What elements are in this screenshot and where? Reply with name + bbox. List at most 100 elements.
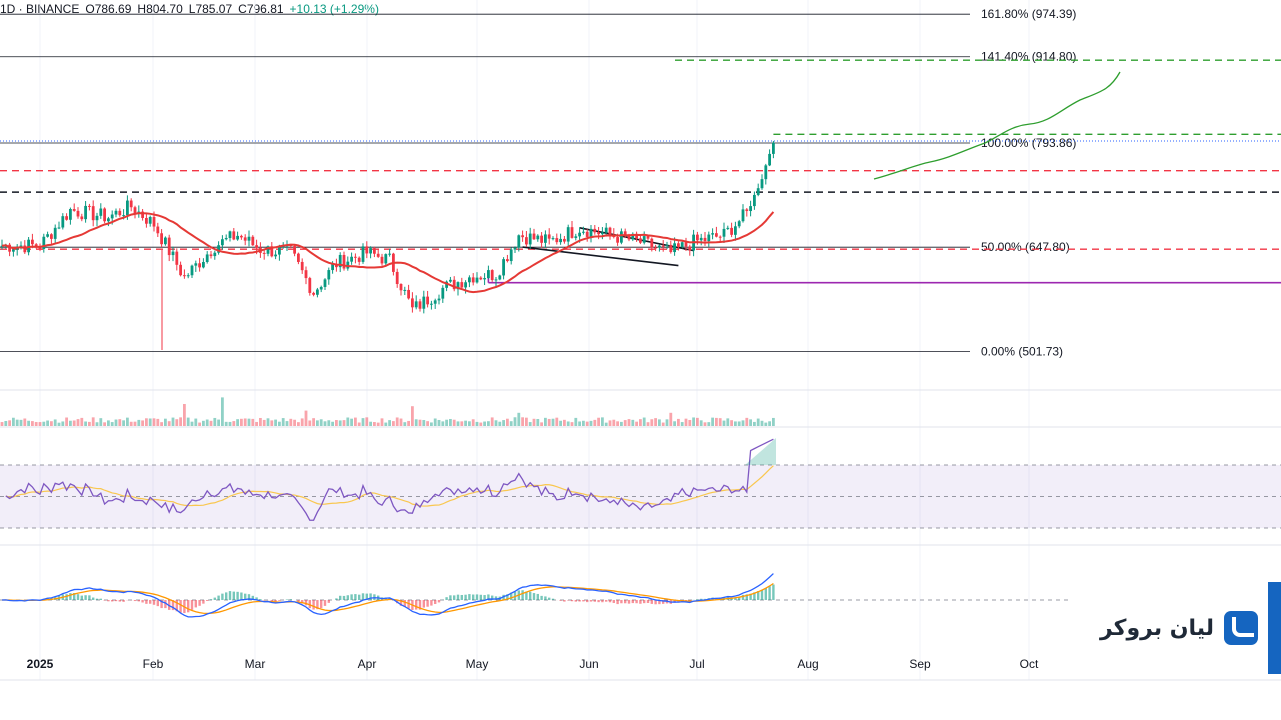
candle	[654, 244, 657, 252]
candle-body	[240, 235, 243, 238]
volume-bar	[361, 418, 365, 426]
macd-hist-bar	[339, 595, 342, 600]
candle-body	[593, 228, 597, 233]
volume-bar	[118, 419, 122, 426]
candle	[107, 216, 110, 227]
candle-body	[696, 234, 699, 241]
volume-bar	[388, 420, 391, 426]
volume-bar	[152, 418, 156, 426]
macd-hist-bar	[145, 600, 148, 604]
candle-body	[202, 262, 205, 268]
candle	[338, 252, 342, 273]
volume-bar	[589, 420, 593, 426]
volume-bar	[122, 420, 125, 426]
candle-body	[297, 253, 300, 262]
volume-bar	[627, 419, 631, 426]
macd-hist-bar	[114, 600, 118, 602]
macd-hist-bar	[449, 595, 452, 600]
macd-hist-bar	[434, 600, 437, 605]
volume-bar	[171, 417, 175, 426]
macd-hist-bar	[430, 600, 433, 606]
candle-body	[84, 205, 87, 220]
volume-bar	[380, 418, 384, 426]
candle-body	[152, 216, 156, 227]
volume-bar	[498, 421, 502, 426]
volume-bar	[198, 422, 201, 426]
macd-hist-bar	[643, 600, 646, 604]
volume-bar	[722, 420, 726, 426]
macd-hist-bar	[491, 595, 494, 600]
candle	[749, 200, 752, 217]
macd-hist-bar	[532, 593, 536, 600]
macd-hist-bar	[494, 596, 498, 600]
candle-body	[433, 300, 437, 304]
volume-bar	[487, 421, 490, 426]
macd-hist-bar	[65, 594, 68, 600]
macd-hist-bar	[654, 600, 657, 605]
volume-bar	[72, 420, 76, 426]
candle	[544, 230, 547, 248]
candle	[760, 174, 764, 190]
macd-hist-bar	[320, 600, 323, 609]
candle	[213, 250, 217, 260]
candle-body	[730, 227, 733, 235]
fib-label: 50.00% (647.80)	[981, 240, 1070, 254]
macd-hist-bar	[502, 594, 505, 600]
volume-bar	[502, 420, 505, 426]
candle	[198, 257, 201, 272]
candle-body	[699, 237, 703, 241]
fib-label: 100.00% (793.86)	[981, 136, 1076, 150]
candle-body	[411, 298, 414, 308]
macd-hist-bar	[285, 599, 289, 600]
macd-hist-bar	[316, 600, 319, 610]
macd-hist-bar	[198, 600, 201, 606]
candle-body	[711, 233, 714, 235]
volume-bar	[69, 420, 72, 426]
candle	[639, 235, 642, 245]
candle-body	[148, 216, 152, 224]
candle-body	[540, 235, 543, 243]
candle-body	[380, 256, 384, 264]
candle-body	[243, 237, 247, 241]
macd-hist-bar	[593, 600, 596, 602]
volume-bar	[34, 422, 38, 426]
candle-body	[673, 243, 676, 253]
candle	[346, 256, 350, 271]
candle-body	[563, 238, 566, 242]
candle	[711, 228, 714, 240]
candle	[8, 242, 11, 257]
candle-body	[69, 209, 72, 220]
candle	[498, 274, 502, 281]
macd-hist-bar	[525, 591, 528, 600]
candle-body	[620, 231, 623, 243]
candle	[707, 231, 711, 247]
candle-body	[449, 279, 452, 282]
volume-bar	[528, 422, 532, 426]
candle-body	[354, 256, 357, 258]
candle	[247, 230, 251, 247]
volume-bar	[449, 418, 452, 426]
candle-body	[559, 238, 562, 243]
candle	[475, 272, 479, 284]
volume-bar	[582, 420, 585, 426]
volume-bar	[612, 419, 616, 426]
candle	[502, 257, 505, 280]
candle-body	[308, 278, 312, 293]
brand-logo: لیان بروکر	[1100, 606, 1259, 650]
candle	[658, 244, 661, 252]
volume-bar	[31, 421, 34, 426]
close-value: C796.81	[238, 2, 284, 16]
candle-body	[414, 301, 418, 308]
macd-hist-bar	[84, 595, 87, 600]
macd-hist-bar	[456, 594, 460, 600]
candle-body	[91, 206, 95, 221]
macd-hist-bar	[753, 592, 756, 600]
candle-body	[452, 279, 456, 290]
candle-body	[528, 233, 532, 245]
macd-hist-bar	[308, 600, 311, 609]
candle-body	[42, 236, 46, 250]
candle	[323, 278, 327, 291]
volume-bar	[281, 418, 285, 426]
candle	[753, 191, 756, 210]
